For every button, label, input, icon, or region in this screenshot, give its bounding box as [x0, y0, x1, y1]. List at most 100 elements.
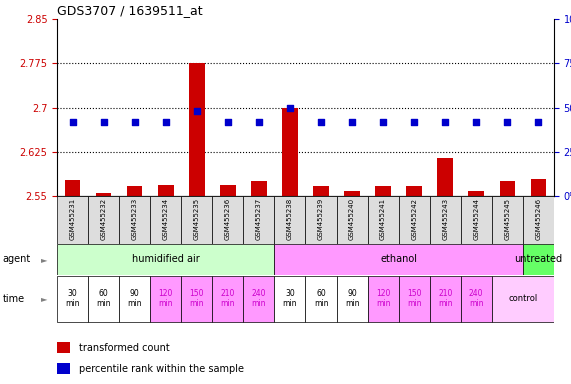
Text: time: time	[3, 293, 25, 304]
Bar	[220, 185, 236, 196]
Bar	[336, 276, 368, 322]
Point	[161, 119, 170, 125]
Text: GSM455242: GSM455242	[411, 198, 417, 240]
Bar	[437, 157, 453, 196]
Bar	[275, 196, 305, 244]
Point	[68, 119, 77, 125]
Point	[502, 119, 512, 125]
Text: ethanol: ethanol	[380, 254, 417, 264]
Bar	[500, 181, 515, 196]
Bar	[468, 191, 484, 196]
Text: percentile rank within the sample: percentile rank within the sample	[79, 364, 244, 374]
Text: 210
min: 210 min	[220, 289, 235, 308]
Text: ►: ►	[41, 294, 47, 303]
Point	[223, 119, 232, 125]
Bar	[336, 196, 368, 244]
Bar	[119, 276, 150, 322]
Text: 120
min: 120 min	[159, 289, 173, 308]
Bar	[344, 191, 360, 196]
Point	[130, 119, 139, 125]
Text: agent: agent	[3, 254, 31, 264]
Bar	[88, 276, 119, 322]
Text: GSM455236: GSM455236	[225, 198, 231, 240]
Text: 60
min: 60 min	[96, 289, 111, 308]
Text: GSM455231: GSM455231	[70, 198, 75, 240]
Bar	[65, 180, 81, 196]
Bar	[119, 196, 150, 244]
Point	[379, 119, 388, 125]
Text: 120
min: 120 min	[376, 289, 391, 308]
Text: GSM455246: GSM455246	[536, 198, 541, 240]
Point	[286, 104, 295, 111]
Bar	[368, 276, 399, 322]
Text: 150
min: 150 min	[190, 289, 204, 308]
Bar	[182, 196, 212, 244]
Bar	[275, 276, 305, 322]
Text: ►: ►	[41, 255, 47, 264]
Bar	[407, 186, 422, 196]
Point	[472, 119, 481, 125]
Bar	[212, 276, 243, 322]
Bar	[243, 196, 275, 244]
Text: GSM455238: GSM455238	[287, 198, 293, 240]
Bar	[243, 276, 275, 322]
Text: GSM455244: GSM455244	[473, 198, 479, 240]
Bar	[57, 363, 70, 374]
Bar	[305, 196, 336, 244]
Bar	[430, 276, 461, 322]
Bar	[189, 63, 204, 196]
Bar	[57, 196, 88, 244]
Bar	[96, 194, 111, 196]
Bar	[57, 244, 275, 275]
Text: GSM455232: GSM455232	[100, 198, 107, 240]
Text: 90
min: 90 min	[127, 289, 142, 308]
Text: 90
min: 90 min	[345, 289, 359, 308]
Bar	[375, 186, 391, 196]
Bar	[182, 276, 212, 322]
Bar	[461, 276, 492, 322]
Text: GDS3707 / 1639511_at: GDS3707 / 1639511_at	[57, 3, 203, 17]
Text: GSM455239: GSM455239	[318, 198, 324, 240]
Bar	[57, 276, 88, 322]
Bar	[523, 196, 554, 244]
Bar	[530, 179, 546, 196]
Bar	[282, 108, 297, 196]
Point	[348, 119, 357, 125]
Bar	[313, 186, 329, 196]
Bar	[88, 196, 119, 244]
Bar	[461, 196, 492, 244]
Text: GSM455241: GSM455241	[380, 198, 386, 240]
Bar	[523, 244, 554, 275]
Text: humidified air: humidified air	[132, 254, 200, 264]
Bar	[492, 196, 523, 244]
Point	[99, 119, 108, 125]
Point	[316, 119, 325, 125]
Point	[254, 119, 263, 125]
Text: GSM455240: GSM455240	[349, 198, 355, 240]
Bar	[430, 196, 461, 244]
Bar	[150, 196, 182, 244]
Text: transformed count: transformed count	[79, 343, 170, 353]
Text: GSM455243: GSM455243	[442, 198, 448, 240]
Text: 240
min: 240 min	[469, 289, 484, 308]
Bar	[305, 276, 336, 322]
Text: 150
min: 150 min	[407, 289, 421, 308]
Text: 210
min: 210 min	[438, 289, 452, 308]
Text: control: control	[508, 294, 537, 303]
Bar	[127, 186, 143, 196]
Text: GSM455245: GSM455245	[504, 198, 510, 240]
Text: untreated: untreated	[514, 254, 562, 264]
Bar	[150, 276, 182, 322]
Text: GSM455234: GSM455234	[163, 198, 169, 240]
Text: 240
min: 240 min	[252, 289, 266, 308]
Point	[441, 119, 450, 125]
Point	[192, 108, 202, 114]
Text: GSM455235: GSM455235	[194, 198, 200, 240]
Bar	[57, 342, 70, 353]
Bar	[158, 185, 174, 196]
Bar	[492, 276, 554, 322]
Bar	[251, 181, 267, 196]
Bar	[368, 196, 399, 244]
Text: 30
min: 30 min	[65, 289, 80, 308]
Text: GSM455233: GSM455233	[132, 198, 138, 240]
